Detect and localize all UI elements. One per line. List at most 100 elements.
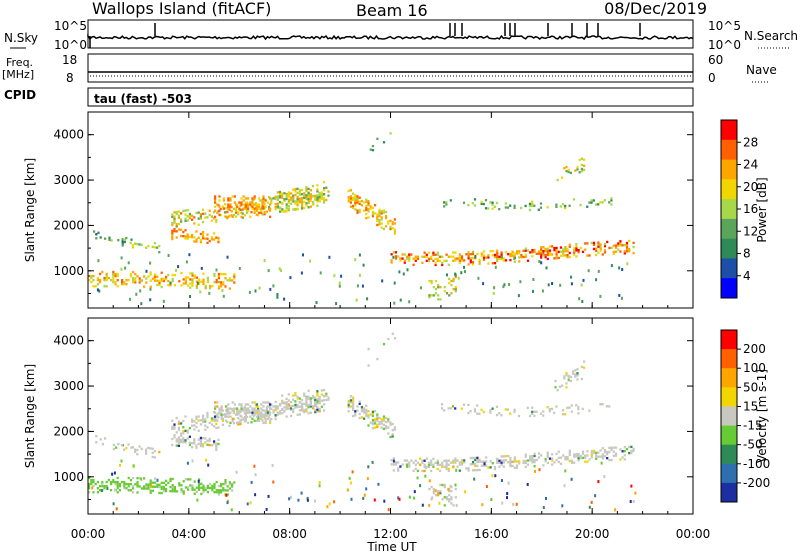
echo-cell — [269, 287, 272, 291]
echo-cell — [491, 262, 494, 265]
echo-cell — [240, 403, 243, 406]
echo-cell — [236, 407, 239, 410]
echo-cell — [287, 407, 290, 410]
echo-cell — [263, 206, 266, 210]
echo-cell — [235, 209, 238, 212]
echo-cell — [608, 459, 611, 462]
echo-cell — [439, 492, 442, 495]
echo-cell — [629, 500, 632, 503]
echo-cell — [326, 505, 329, 509]
echo-cell — [531, 204, 534, 208]
echo-cell — [177, 422, 180, 425]
echo-cell — [213, 272, 216, 276]
echo-cell — [229, 407, 232, 410]
echo-cell — [213, 238, 216, 241]
echo-cell — [576, 168, 579, 171]
echo-cell — [101, 480, 104, 484]
echo-cell — [312, 407, 315, 410]
echo-cell — [522, 255, 525, 259]
echo-cell — [193, 480, 196, 483]
echo-cell — [171, 484, 174, 487]
echo-cell — [114, 274, 117, 278]
echo-cell — [495, 413, 499, 417]
echo-cell — [143, 485, 146, 488]
echo-cell — [118, 489, 121, 492]
echo-cell — [378, 208, 381, 212]
echo-cell — [390, 463, 393, 466]
echo-cell — [125, 487, 128, 490]
echo-cell — [441, 463, 444, 467]
echo-cell — [177, 214, 180, 217]
echo-cell — [599, 249, 602, 252]
echo-cell — [239, 204, 242, 207]
echo-cell — [296, 403, 299, 407]
echo-cell — [233, 407, 236, 410]
echo-cell — [193, 216, 196, 219]
echo-cell — [356, 211, 359, 214]
echo-cell — [303, 410, 306, 414]
echo-cell — [184, 278, 187, 281]
echo-cell — [105, 485, 108, 488]
echo-cell — [473, 408, 477, 411]
echo-cell — [412, 263, 415, 267]
echo-cell — [266, 201, 269, 204]
echo-cell — [92, 491, 95, 494]
echo-cell — [199, 438, 202, 442]
echo-cell — [227, 403, 230, 406]
echo-cell — [165, 277, 168, 281]
echo-cell — [445, 461, 448, 464]
echo-cell — [526, 459, 530, 462]
echo-cell — [498, 208, 501, 211]
echo-cell — [177, 444, 180, 447]
echo-cell — [553, 411, 556, 415]
echo-cell — [204, 437, 207, 440]
echo-cell — [537, 208, 540, 211]
echo-cell — [389, 227, 392, 231]
echo-cell — [408, 255, 411, 258]
echo-cell — [454, 461, 457, 464]
echo-cell — [412, 469, 415, 473]
echo-cell — [307, 406, 310, 409]
echo-cell — [149, 483, 152, 486]
echo-cell — [311, 203, 315, 206]
echo-cell — [493, 255, 497, 259]
echo-cell — [617, 248, 620, 251]
echo-cell — [112, 276, 115, 280]
echo-cell — [463, 459, 466, 462]
echo-cell — [369, 413, 372, 416]
echo-cell — [127, 261, 130, 265]
echo-cell — [242, 195, 245, 198]
echo-cell — [316, 190, 319, 193]
echo-cell — [482, 250, 486, 253]
echo-cell — [555, 255, 558, 258]
echo-cell — [206, 280, 209, 284]
echo-cell — [365, 410, 368, 414]
echo-cell — [369, 421, 372, 424]
echo-cell — [460, 255, 464, 258]
echo-cell — [175, 210, 178, 214]
echo-cell — [169, 490, 172, 493]
echo-cell — [398, 270, 401, 274]
echo-cell — [241, 212, 244, 215]
echo-cell — [217, 276, 220, 280]
echo-cell — [162, 487, 165, 491]
echo-cell — [262, 195, 265, 198]
nave-label: Nave — [746, 63, 777, 77]
echo-cell — [114, 480, 117, 484]
echo-cell — [149, 287, 152, 291]
echo-cell — [546, 247, 549, 250]
echo-cell — [491, 249, 494, 253]
echo-cell — [478, 260, 481, 264]
echo-cell — [454, 290, 457, 293]
echo-cell — [500, 255, 503, 259]
echo-cell — [165, 489, 168, 493]
echo-cell — [320, 389, 323, 392]
echo-cell — [614, 246, 618, 249]
echo-cell — [574, 369, 577, 372]
echo-cell — [564, 469, 567, 473]
echo-cell — [227, 407, 230, 410]
echo-cell — [240, 409, 243, 412]
echo-cell — [221, 419, 224, 422]
echo-cell — [213, 442, 216, 445]
echo-cell — [374, 418, 377, 421]
